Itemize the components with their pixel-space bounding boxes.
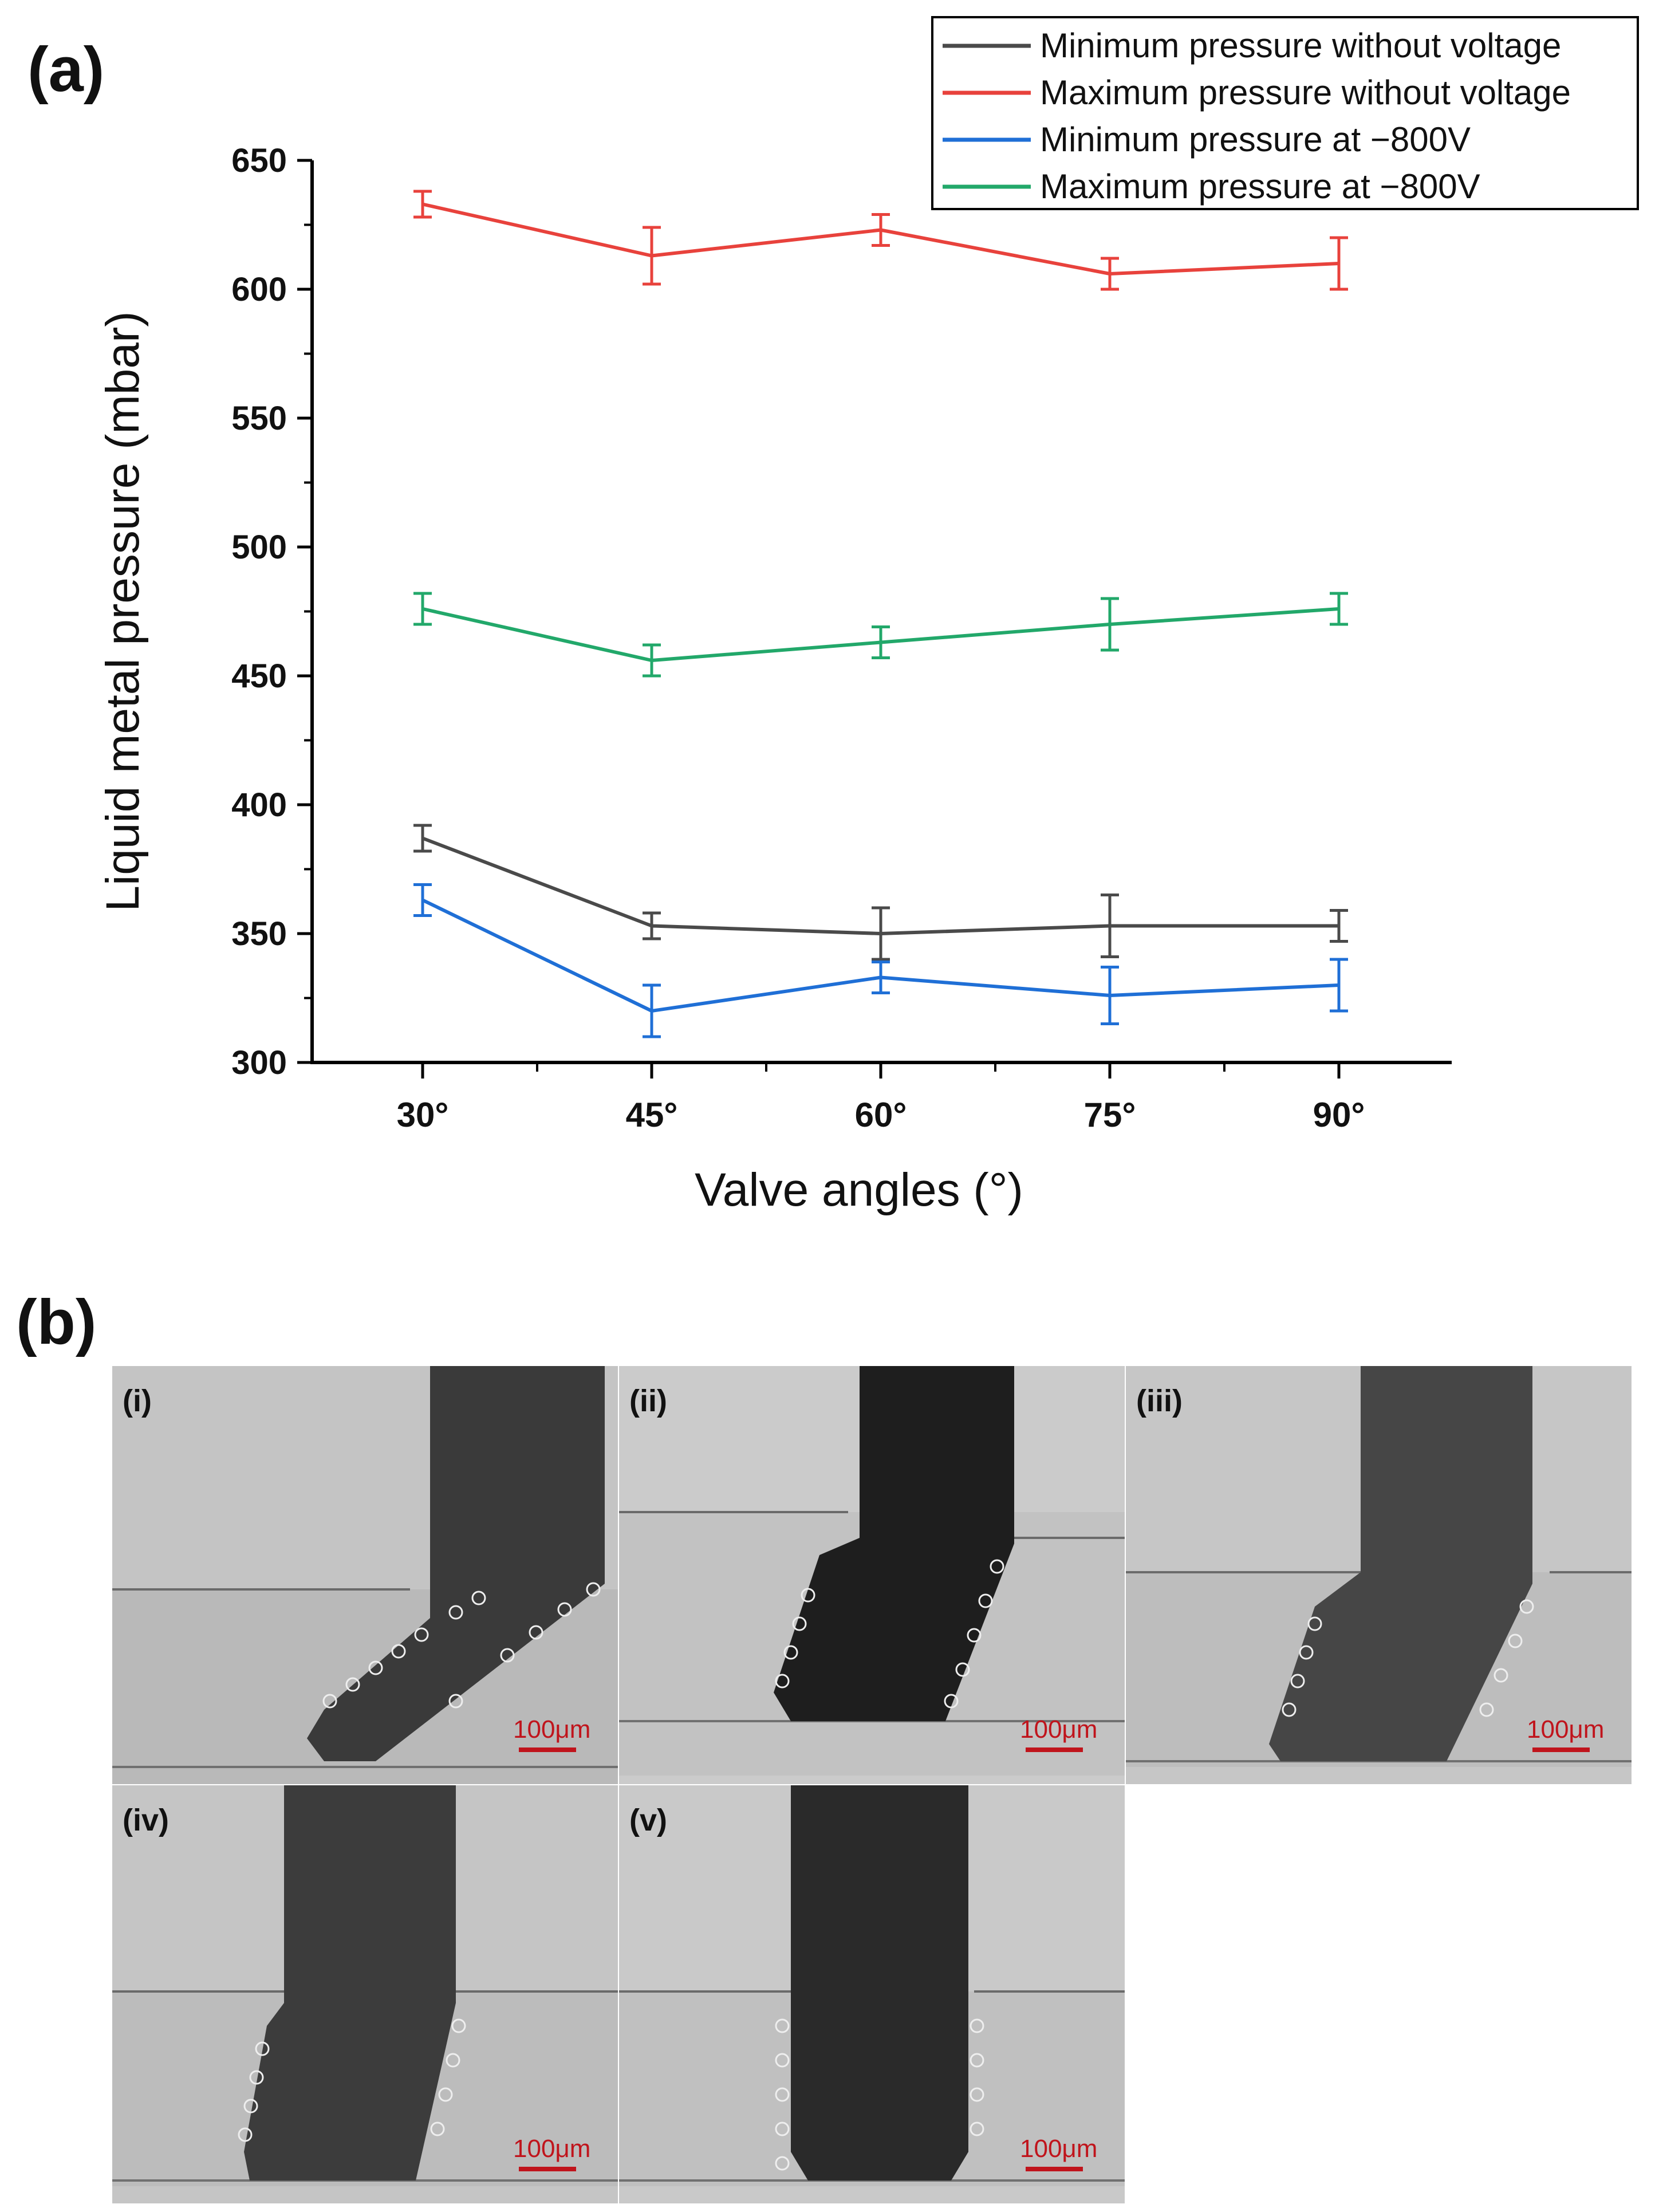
micrograph-i: (i) 100μm — [112, 1366, 618, 1784]
micrograph-image — [1126, 1366, 1632, 1784]
error-bar — [1330, 958, 1348, 1013]
micrograph-image — [619, 1366, 1125, 1784]
y-tick-label: 350 — [231, 915, 287, 953]
scale-bar-text: 100μm — [1527, 1715, 1605, 1743]
x-tick-label: 75° — [1084, 1096, 1136, 1134]
micrograph-iv: (iv) 100μm — [112, 1785, 618, 2203]
x-tick-label: 45° — [626, 1096, 678, 1134]
micrograph-image — [112, 1366, 618, 1784]
scale-bar — [1026, 2167, 1083, 2171]
y-tick-label: 550 — [231, 400, 287, 437]
error-bar — [1101, 894, 1119, 958]
scale-bar — [519, 1747, 576, 1752]
series-group — [413, 883, 1348, 1038]
error-bar — [413, 190, 432, 219]
scale-bar-text: 100μm — [1020, 2135, 1098, 2163]
micrograph-label: (iii) — [1136, 1384, 1183, 1418]
micrograph-label: (iv) — [123, 1803, 169, 1837]
micrograph-iii: (iii) 100μm — [1126, 1366, 1632, 1784]
x-tick-label: 90° — [1313, 1096, 1365, 1134]
series-group — [413, 592, 1348, 678]
micrograph-image — [619, 1785, 1125, 2203]
micrograph-ii: (ii) 100μm — [619, 1366, 1125, 1784]
y-tick-label: 600 — [231, 271, 287, 308]
scale-bar-text: 100μm — [513, 2135, 591, 2163]
series-group — [413, 824, 1348, 961]
micrograph-label: (ii) — [629, 1384, 667, 1418]
error-bar — [1330, 592, 1348, 626]
error-bar — [643, 643, 661, 678]
error-bar — [872, 906, 890, 961]
scale-bar — [519, 2167, 576, 2171]
error-bar — [1330, 236, 1348, 291]
error-bar — [872, 961, 890, 994]
legend-label: Maximum pressure without voltage — [1040, 73, 1571, 112]
micrograph-image — [112, 1785, 618, 2203]
error-bar — [1101, 597, 1119, 652]
error-bar — [872, 625, 890, 659]
y-tick-label: 450 — [231, 658, 287, 695]
micrograph-v: (v) 100μm — [619, 1785, 1125, 2203]
micrograph-label: (i) — [123, 1384, 152, 1418]
legend-label: Minimum pressure without voltage — [1040, 26, 1561, 65]
error-bar — [413, 824, 432, 853]
error-bar — [643, 983, 661, 1038]
scale-bar-text: 100μm — [513, 1715, 591, 1743]
legend-label: Maximum pressure at −800V — [1040, 167, 1480, 206]
y-tick-label: 400 — [231, 786, 287, 824]
error-bar — [872, 213, 890, 247]
panel-b-label: (b) — [16, 1287, 97, 1357]
scale-bar-text: 100μm — [1020, 1715, 1098, 1743]
panel-a-label: (a) — [27, 34, 105, 105]
scale-bar — [1026, 1747, 1083, 1752]
legend-label: Minimum pressure at −800V — [1040, 120, 1471, 159]
x-tick-label: 30° — [397, 1096, 449, 1134]
error-bar — [413, 883, 432, 917]
y-tick-label: 300 — [231, 1044, 287, 1081]
error-bar — [413, 592, 432, 626]
x-tick-label: 60° — [855, 1096, 907, 1134]
error-bar — [643, 911, 661, 940]
error-bar — [1101, 966, 1119, 1025]
error-bar — [643, 226, 661, 286]
x-axis-title: Valve angles (°) — [695, 1164, 1023, 1216]
y-tick-label: 500 — [231, 529, 287, 566]
series-group — [413, 190, 1348, 291]
y-tick-label: 650 — [231, 142, 287, 179]
scale-bar — [1532, 1747, 1590, 1752]
micrograph-label: (v) — [629, 1803, 667, 1837]
pressure-line-chart: 300 350 400 450 500 550 600 650 30° 45° 60° 75° 90° V… — [97, 16, 1639, 1216]
legend-box — [931, 16, 1639, 210]
error-bar — [1330, 909, 1348, 943]
y-axis-title: Liquid metal pressure (mbar) — [97, 311, 149, 911]
error-bar — [1101, 257, 1119, 291]
